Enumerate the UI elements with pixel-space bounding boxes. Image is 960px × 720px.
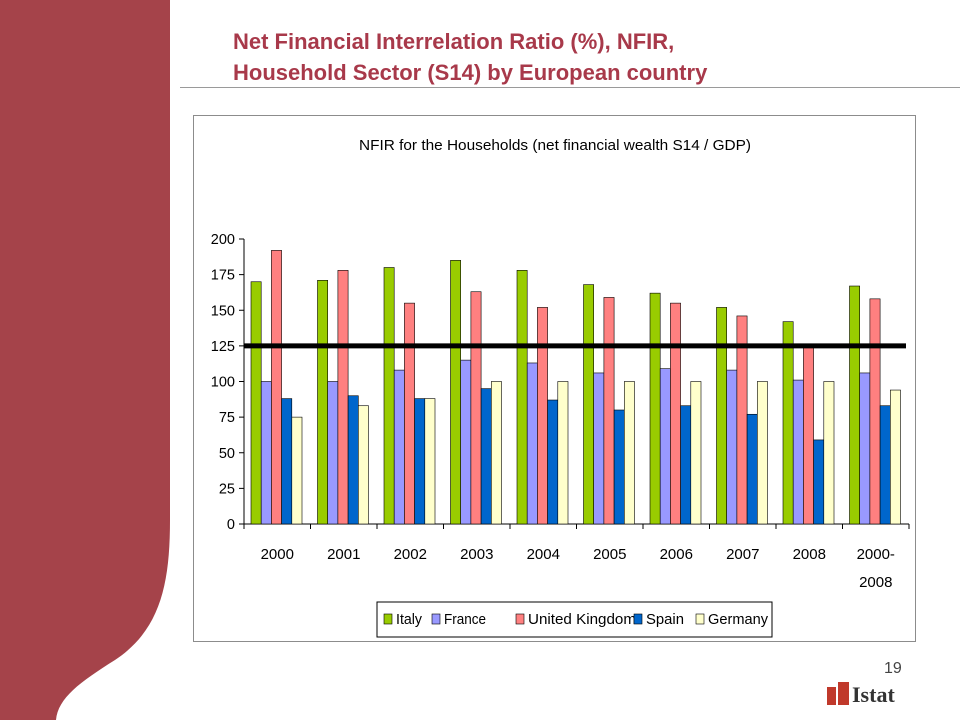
slide-title-line-2: Household Sector (S14) by European count… — [233, 60, 708, 85]
legend-label: France — [444, 612, 486, 628]
bar-united-kingdom — [603, 297, 615, 525]
bar-spain — [480, 388, 492, 525]
bar-spain — [281, 398, 293, 525]
y-tick-label: 75 — [219, 410, 235, 426]
x-tick-label: 2008 — [793, 546, 826, 563]
istat-logo-text: Istat — [852, 682, 895, 707]
bar-united-kingdom — [869, 298, 881, 525]
bar-united-kingdom — [670, 302, 681, 525]
legend-swatch — [383, 613, 393, 625]
bar-italy — [849, 285, 860, 525]
bar-united-kingdom — [337, 270, 349, 525]
y-tick-label: 150 — [211, 303, 235, 319]
bar-spain — [414, 398, 426, 525]
bar-germany — [358, 405, 369, 525]
bar-italy — [383, 267, 395, 525]
bar-spain — [680, 405, 692, 525]
bar-italy — [250, 281, 262, 525]
x-tick-label: 2008 — [859, 574, 892, 591]
band-shape — [0, 0, 170, 720]
x-tick-label: 2007 — [726, 546, 759, 563]
chart-title: NFIR for the Households (net financial w… — [359, 138, 751, 154]
bar-germany — [889, 389, 901, 525]
bar-united-kingdom — [404, 302, 415, 525]
y-tick-label: 200 — [211, 232, 235, 248]
bar-france — [726, 369, 738, 525]
bar-france — [593, 372, 605, 525]
bar-united-kingdom — [271, 250, 282, 525]
bar-spain — [613, 409, 625, 525]
bar-united-kingdom — [803, 345, 814, 525]
x-tick-label: 2004 — [527, 546, 560, 563]
x-tick-label: 2003 — [460, 546, 493, 563]
bar-italy — [583, 284, 594, 525]
y-tick-label: 50 — [219, 446, 235, 462]
bar-france — [526, 362, 538, 525]
legend-swatch — [695, 613, 705, 625]
bar-spain — [813, 439, 825, 525]
y-tick-label: 175 — [211, 268, 235, 284]
title-divider — [180, 87, 960, 88]
legend-label: Germany — [708, 612, 769, 628]
legend-swatch — [431, 613, 441, 625]
left-decorative-band — [0, 0, 170, 720]
bar-united-kingdom — [537, 307, 548, 525]
slide-title: Net Financial Interrelation Ratio (%), N… — [233, 26, 707, 88]
y-tick-label: 100 — [211, 375, 235, 391]
bar-italy — [317, 280, 328, 525]
bar-germany — [756, 381, 768, 525]
bar-italy — [450, 260, 461, 525]
x-tick-label: 2000- — [857, 546, 895, 563]
legend-swatch — [515, 613, 525, 625]
bar-spain — [746, 413, 758, 525]
bar-germany — [623, 381, 635, 525]
bar-italy — [649, 292, 661, 525]
bar-united-kingdom — [470, 291, 482, 525]
bar-france — [659, 368, 671, 525]
bar-germany — [557, 381, 569, 525]
bar-germany — [690, 381, 702, 525]
bar-italy — [716, 307, 727, 525]
nfir-bar-chart: NFIR for the Households (net financial w… — [211, 138, 910, 638]
bar-france — [792, 379, 804, 525]
bar-germany — [424, 398, 436, 525]
bar-france — [460, 359, 472, 525]
bar-germany — [823, 381, 835, 525]
legend-label: Spain — [646, 612, 684, 628]
bar-spain — [879, 405, 891, 525]
bar-france — [393, 369, 405, 525]
legend-label: United Kingdom — [528, 612, 636, 628]
y-tick-label: 125 — [211, 339, 235, 355]
bar-france — [327, 381, 339, 525]
chart-frame: NFIR for the Households (net financial w… — [193, 115, 916, 642]
bar-germany — [291, 416, 303, 525]
bar-france — [260, 381, 272, 525]
x-tick-label: 2002 — [394, 546, 427, 563]
bar-italy — [516, 270, 528, 525]
legend-box — [376, 601, 773, 638]
bar-spain — [547, 399, 559, 525]
bar-italy — [782, 321, 794, 525]
legend-swatch — [633, 613, 643, 625]
legend-label: Italy — [396, 612, 423, 628]
istat-logo-mark-icon — [827, 682, 849, 705]
x-tick-label: 2001 — [327, 546, 360, 563]
istat-logo: Istat — [826, 680, 926, 710]
x-tick-label: 2006 — [660, 546, 693, 563]
page-number: 19 — [884, 660, 902, 677]
bar-france — [859, 372, 871, 525]
bar-spain — [347, 395, 359, 525]
x-tick-label: 2000 — [261, 546, 294, 563]
bar-germany — [490, 381, 502, 525]
slide-title-line-1: Net Financial Interrelation Ratio (%), N… — [233, 29, 675, 54]
y-tick-label: 0 — [227, 517, 235, 533]
x-tick-label: 2005 — [593, 546, 626, 563]
y-tick-label: 25 — [219, 481, 235, 497]
